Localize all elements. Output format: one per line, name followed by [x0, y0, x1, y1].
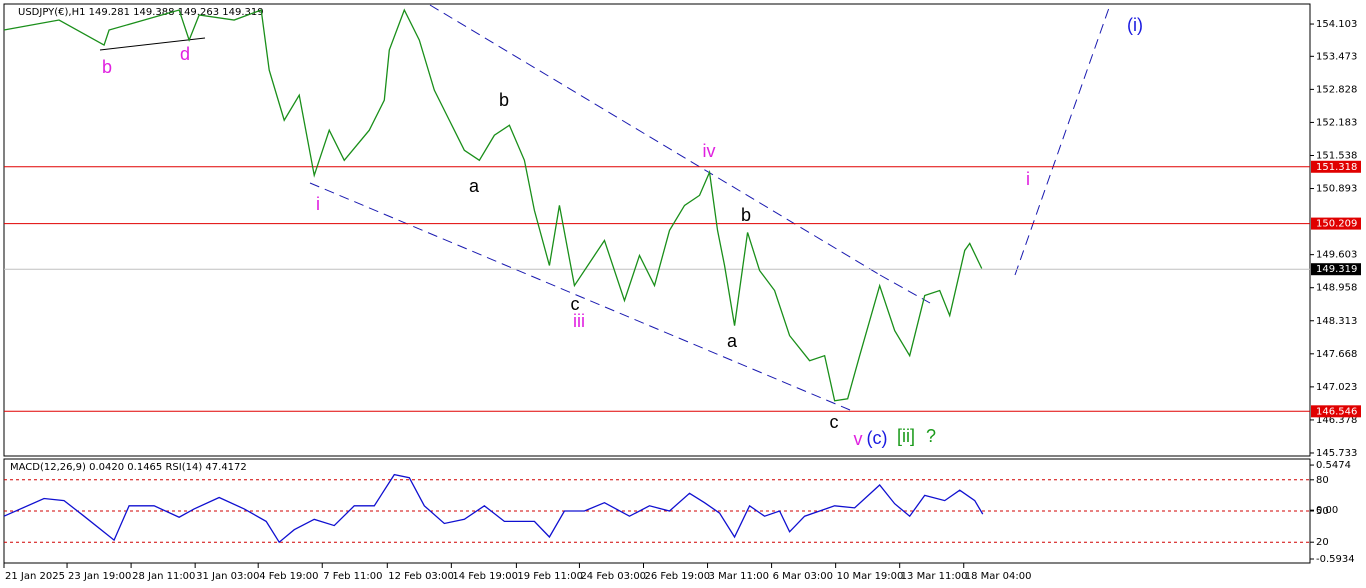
- y-tick-label: 149.603: [1316, 250, 1357, 261]
- x-tick-label: 19 Feb 11:00: [517, 571, 583, 582]
- y-tick-label: 153.473: [1316, 51, 1357, 62]
- wave-label: c: [571, 294, 580, 314]
- wave-label: a: [469, 176, 480, 196]
- wave-label: (c): [867, 428, 888, 448]
- wave-label: c: [830, 412, 839, 432]
- y-tick-label: 152.828: [1316, 84, 1357, 95]
- y2-tick-label: 0.5474: [1316, 460, 1351, 471]
- x-tick-label: 21 Jan 2025: [5, 571, 65, 582]
- level-box: [1311, 405, 1361, 418]
- level-box: [1311, 217, 1361, 230]
- y-tick-label: 20: [1316, 537, 1329, 548]
- x-tick-label: 4 Feb 19:00: [259, 571, 318, 582]
- y-tick-label: 80: [1316, 475, 1329, 486]
- wave-label: [ii]: [897, 426, 915, 446]
- wave-label: (i): [1127, 15, 1143, 35]
- channel-lower: [309, 182, 851, 411]
- y-tick-label: 146.378: [1316, 415, 1357, 426]
- x-tick-label: 14 Feb 19:00: [452, 571, 518, 582]
- chart-title: USDJPY(€),H1 149.281 149.388 149.263 149…: [18, 7, 264, 18]
- wave-label: iii: [573, 311, 585, 331]
- x-tick-label: 23 Jan 19:00: [68, 571, 131, 582]
- y-tick-label: 150.893: [1316, 184, 1357, 195]
- y-tick-label: 151.538: [1316, 150, 1357, 161]
- x-tick-label: 6 Mar 03:00: [773, 571, 833, 582]
- price-panel: [3, 3, 1311, 457]
- current-price-box: [1311, 263, 1361, 276]
- wave-label: i: [316, 194, 320, 214]
- y-tick-label: 147.668: [1316, 349, 1357, 360]
- level-box: [1311, 160, 1361, 173]
- channel-upper: [879, 274, 931, 304]
- x-tick-label: 3 Mar 11:00: [709, 571, 769, 582]
- x-tick-label: 13 Mar 11:00: [901, 571, 968, 582]
- y2-tick-label: -0.5934: [1316, 554, 1355, 565]
- x-tick-label: 12 Feb 03:00: [388, 571, 454, 582]
- x-tick-label: 24 Feb 03:00: [580, 571, 646, 582]
- wave-label: b: [499, 90, 509, 110]
- price-line: [3, 8, 983, 402]
- y-tick-label: 148.313: [1316, 316, 1357, 327]
- x-tick-label: 7 Feb 11:00: [323, 571, 382, 582]
- x-tick-label: 10 Mar 19:00: [837, 571, 904, 582]
- wave-label: b: [102, 57, 112, 77]
- wave-label: b: [741, 205, 751, 225]
- level-label: 146.546: [1316, 406, 1357, 417]
- wave-label: a: [727, 331, 738, 351]
- x-tick-label: 31 Jan 03:00: [196, 571, 259, 582]
- price-line: [3, 473, 984, 544]
- wave-label: iv: [703, 141, 716, 161]
- triangle-line: [99, 37, 206, 51]
- y-tick-label: 148.958: [1316, 283, 1357, 294]
- x-tick-label: 28 Jan 11:00: [132, 571, 195, 582]
- wave-label: v: [854, 429, 863, 449]
- y-tick-label: 152.183: [1316, 117, 1357, 128]
- indicator-title: MACD(12,26,9) 0.0420 0.1465 RSI(14) 47.4…: [10, 462, 247, 473]
- wave-label: ?: [926, 426, 936, 446]
- current-price-label: 149.319: [1316, 264, 1357, 275]
- level-label: 151.318: [1316, 162, 1357, 173]
- x-tick-label: 26 Feb 19:00: [644, 571, 710, 582]
- y2-tick-label: 0.00: [1316, 505, 1338, 516]
- channel-upper: [429, 4, 881, 276]
- wave-label: d: [180, 44, 190, 64]
- y-tick-label: 147.023: [1316, 382, 1357, 393]
- y-tick-label: 154.103: [1316, 19, 1357, 30]
- wave-label: i: [1026, 169, 1030, 189]
- y-tick-label: 145.733: [1316, 448, 1357, 459]
- level-label: 150.209: [1316, 219, 1357, 230]
- x-tick-label: 18 Mar 04:00: [965, 571, 1032, 582]
- y-tick-label: 50: [1316, 506, 1329, 517]
